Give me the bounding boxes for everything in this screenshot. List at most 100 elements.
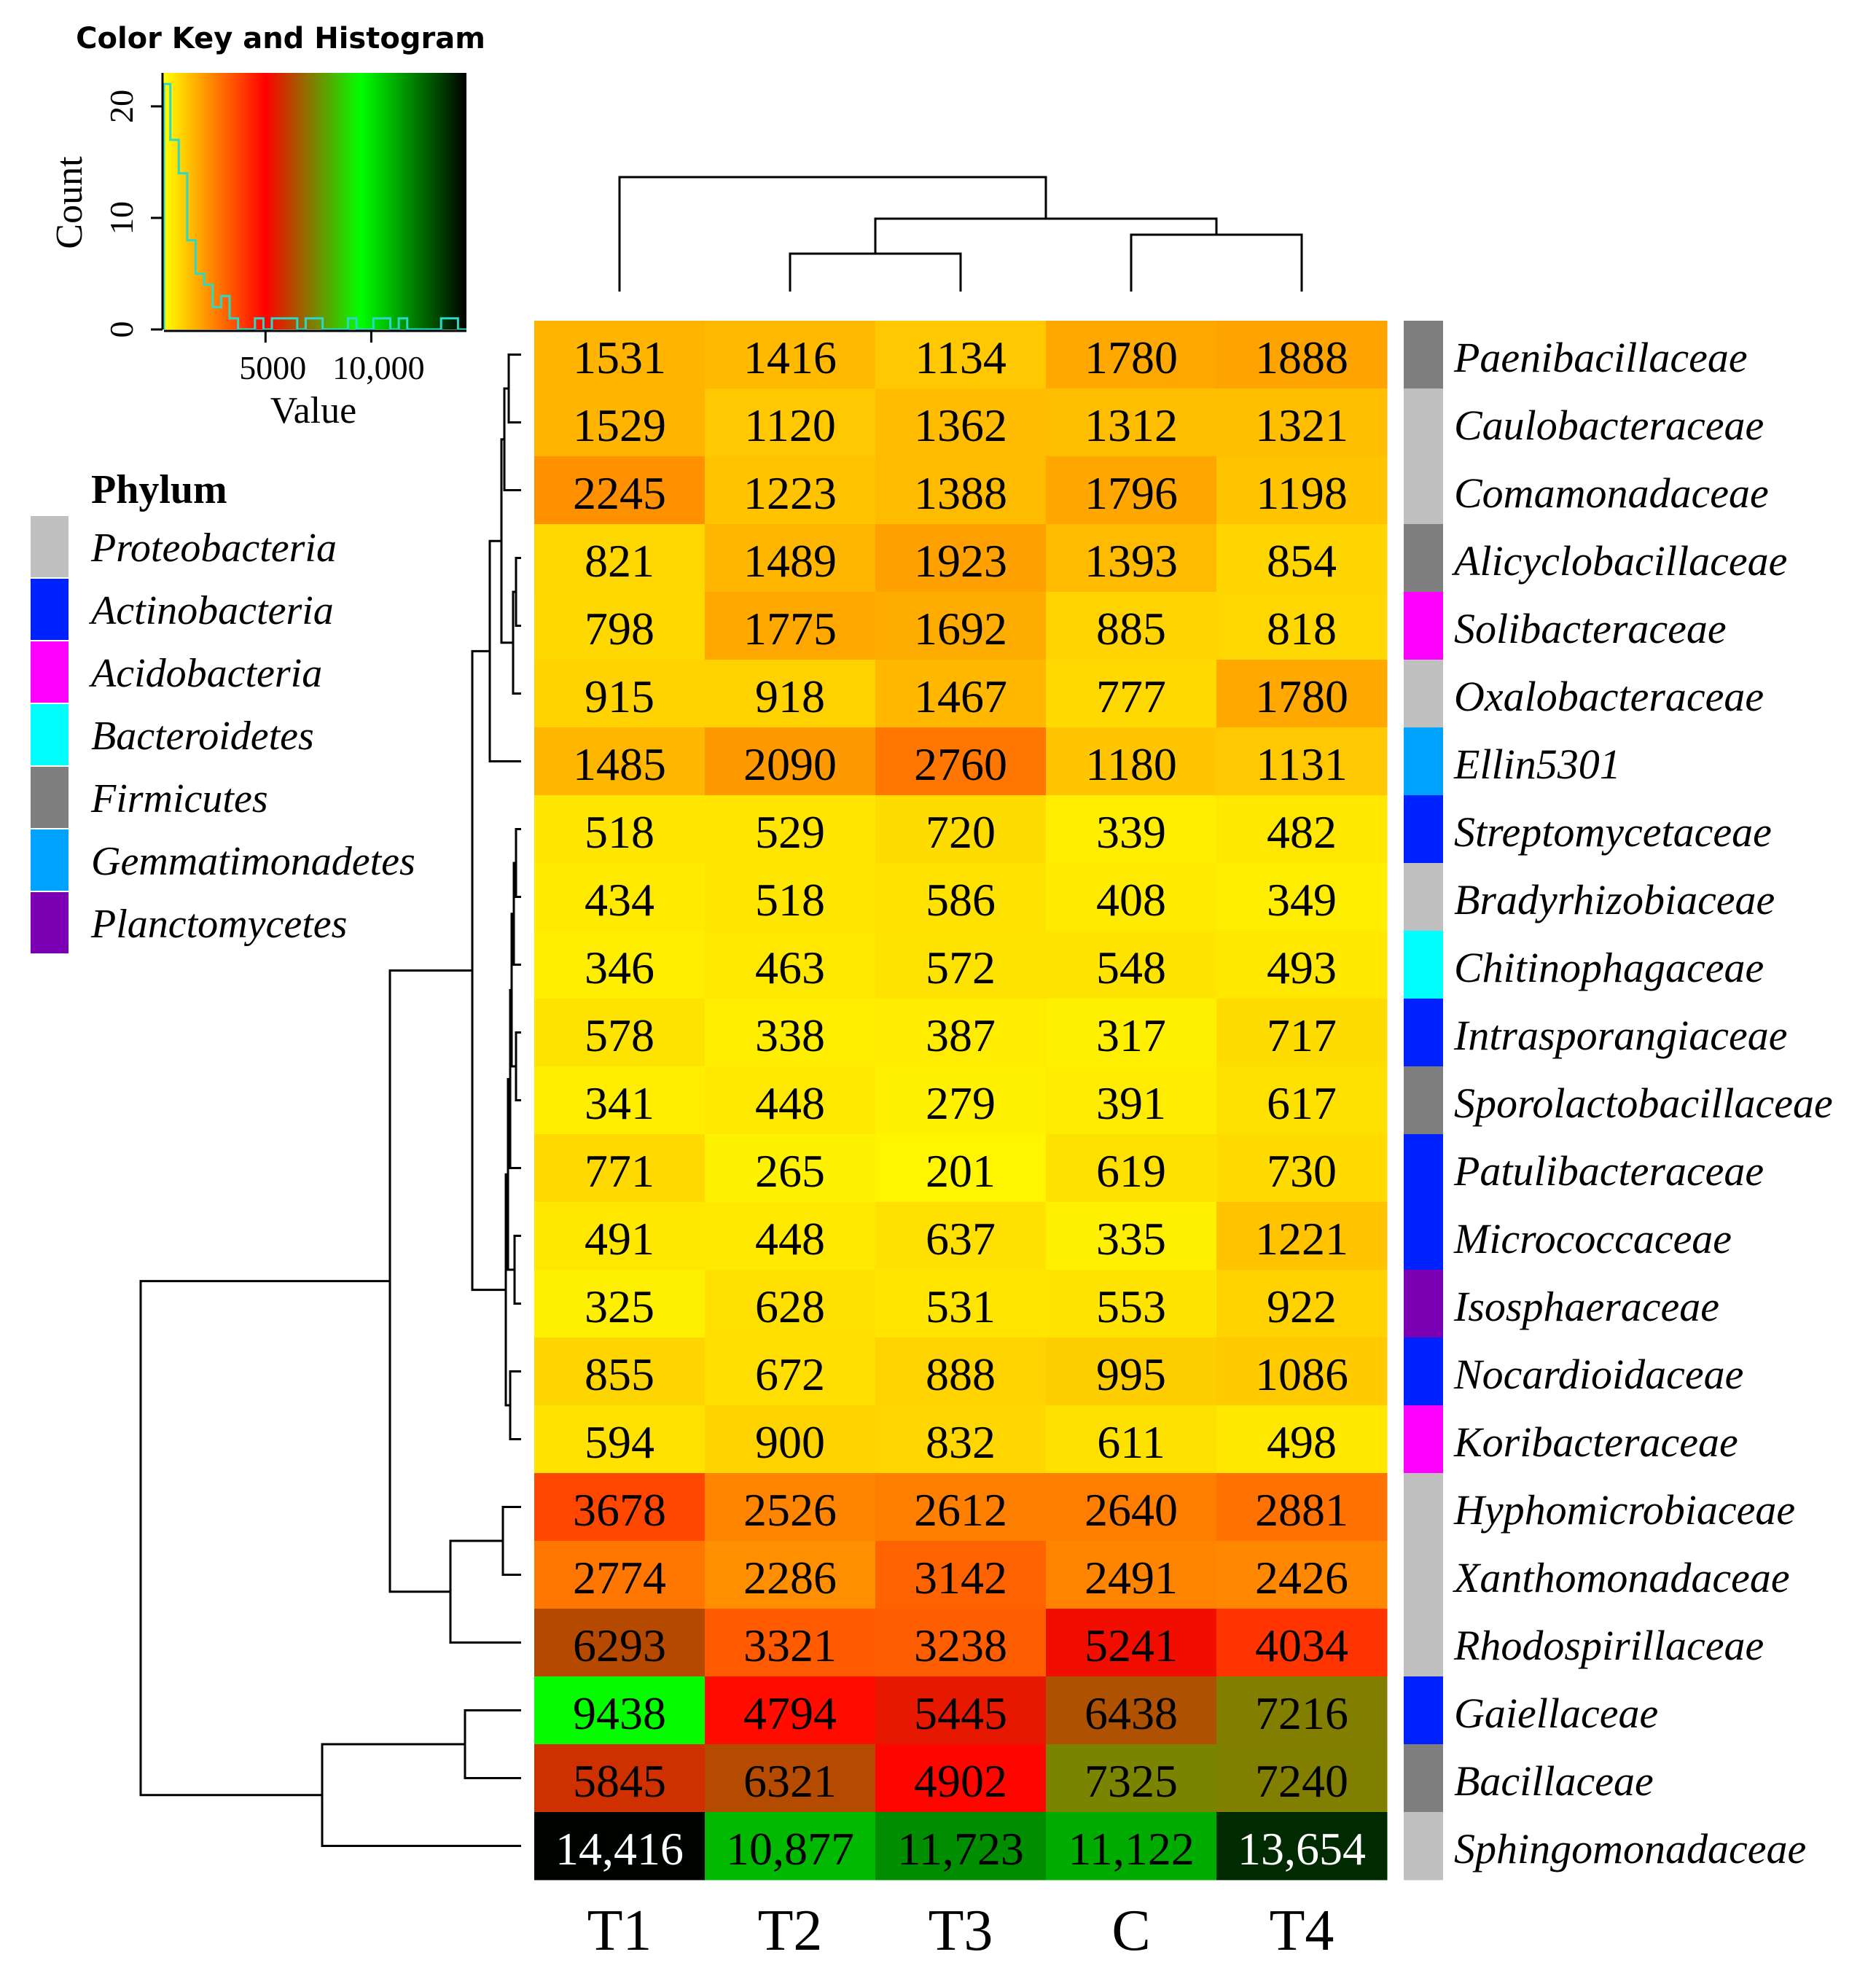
phylum-color-cell <box>1404 592 1443 660</box>
cell-value-label: 482 <box>1267 806 1337 858</box>
cell-value-label: 5241 <box>1084 1620 1178 1671</box>
heatmap-cell <box>705 1676 876 1745</box>
phylum-color-cell <box>1404 1744 1443 1813</box>
heatmap-cell <box>875 1270 1047 1338</box>
cell-value-label: 3142 <box>914 1552 1007 1604</box>
cell-value-label: 2491 <box>1084 1552 1178 1604</box>
cell-value-label: 1120 <box>744 399 836 451</box>
heatmap-cell <box>875 1473 1047 1542</box>
cell-value-label: 493 <box>1267 942 1337 993</box>
cell-value-label: 1923 <box>914 535 1007 587</box>
cell-value-label: 6438 <box>1084 1687 1178 1739</box>
cell-value-label: 11,122 <box>1068 1823 1195 1875</box>
heatmap-cell <box>1216 999 1388 1067</box>
heatmap-cell <box>1216 795 1388 864</box>
heatmap-cell <box>1046 1744 1217 1813</box>
column-label: C <box>1111 1899 1150 1963</box>
phylum-legend: Phylum Proteobacteria Actinobacteria Acido… <box>31 467 415 953</box>
dendrogram-link <box>513 1235 521 1305</box>
cell-value-label: 408 <box>1096 874 1166 926</box>
cell-value-label: 2881 <box>1255 1484 1348 1536</box>
heatmap-cell <box>1046 1541 1217 1609</box>
cell-value-label: 619 <box>1096 1145 1166 1197</box>
cell-value-label: 279 <box>926 1077 996 1129</box>
heatmap-cell <box>705 321 876 389</box>
cell-value-label: 594 <box>585 1416 654 1468</box>
heatmap-cell <box>705 863 876 932</box>
heatmap-cell <box>875 1812 1047 1881</box>
heatmap-cell <box>875 1066 1047 1135</box>
cell-value-label: 586 <box>926 874 996 926</box>
phylum-color-cell <box>1404 1676 1443 1745</box>
heatmap-cell <box>1046 1473 1217 1542</box>
heatmap-cell <box>1046 1202 1217 1270</box>
cell-value-label: 1780 <box>1084 332 1178 383</box>
cell-value-label: 3238 <box>914 1620 1007 1671</box>
cell-value-label: 1388 <box>914 467 1007 519</box>
heatmap-cell <box>705 524 876 593</box>
cell-value-label: 818 <box>1267 603 1337 655</box>
cell-value-label: 771 <box>585 1145 654 1197</box>
heatmap-cell <box>705 1405 876 1474</box>
column-labels: T1 T2 T3 C T4 <box>587 1899 1334 1963</box>
heatmap-cell <box>705 1202 876 1270</box>
cell-value-label: 720 <box>926 806 996 858</box>
heatmap-cell <box>1216 524 1388 593</box>
heatmap-cell <box>875 456 1047 525</box>
cell-value-label: 529 <box>755 806 825 858</box>
cell-value-label: 1312 <box>1084 399 1178 451</box>
cell-value-label: 672 <box>755 1348 825 1400</box>
cell-value-label: 491 <box>585 1213 654 1265</box>
heatmap-cell <box>534 1337 706 1406</box>
cell-value-label: 2090 <box>743 738 837 790</box>
heatmap-cell <box>1216 1134 1388 1203</box>
legend-label: Bacteroidetes <box>91 714 314 759</box>
cell-value-label: 7240 <box>1255 1755 1348 1807</box>
phylum-color-cell <box>1404 931 1443 999</box>
cell-value-label: 1221 <box>1255 1213 1348 1265</box>
dendrogram-link <box>515 828 521 898</box>
heatmap-cell <box>534 592 706 660</box>
cell-value-label: 995 <box>1096 1348 1166 1400</box>
heatmap-cell <box>534 1405 706 1474</box>
heatmap-cell <box>534 1066 706 1135</box>
dendrogram-link <box>321 1743 521 1847</box>
color-key: Color Key and Histogram 5000 10,00001020 … <box>49 22 485 431</box>
phylum-color-cell <box>1404 999 1443 1067</box>
column-label: T3 <box>929 1899 993 1963</box>
heatmap-cell <box>875 795 1047 864</box>
heatmap-cell <box>875 388 1047 457</box>
heatmap-cell <box>875 931 1047 999</box>
row-label: Gaiellaceae <box>1454 1690 1658 1737</box>
heatmap-cell <box>705 1270 876 1338</box>
heatmap-cell <box>705 456 876 525</box>
phylum-legend-title: Phylum <box>91 467 227 512</box>
cell-value-label: 11,723 <box>897 1823 1024 1875</box>
column-label: T4 <box>1270 1899 1334 1963</box>
cell-value-label: 317 <box>1096 1010 1166 1061</box>
heatmap-cell <box>875 1405 1047 1474</box>
cell-value-label: 1086 <box>1255 1348 1348 1400</box>
heatmap-cell <box>875 1609 1047 1677</box>
legend-swatch <box>31 516 69 577</box>
row-label: Nocardioidaceae <box>1453 1351 1743 1398</box>
cell-value-label: 918 <box>755 671 825 722</box>
legend-swatch <box>31 704 69 765</box>
heatmap-cell <box>534 931 706 999</box>
heatmap-cell <box>534 321 706 389</box>
cell-value-label: 922 <box>1267 1281 1337 1332</box>
dendrogram-link <box>1130 233 1303 292</box>
row-label: Chitinophagaceae <box>1454 944 1764 991</box>
cell-value-label: 325 <box>585 1281 654 1332</box>
cell-value-label: 1362 <box>914 399 1007 451</box>
cell-value-label: 1775 <box>743 603 837 655</box>
cell-value-label: 1485 <box>573 738 666 790</box>
cell-value-label: 498 <box>1267 1416 1337 1468</box>
cell-value-label: 265 <box>755 1145 825 1197</box>
cell-value-label: 1416 <box>743 332 837 383</box>
heatmap-cell <box>875 524 1047 593</box>
legend-swatch <box>31 579 69 640</box>
heatmap-cell <box>1216 1473 1388 1542</box>
row-label: Ellin5301 <box>1453 741 1621 788</box>
cell-value-label: 855 <box>585 1348 654 1400</box>
